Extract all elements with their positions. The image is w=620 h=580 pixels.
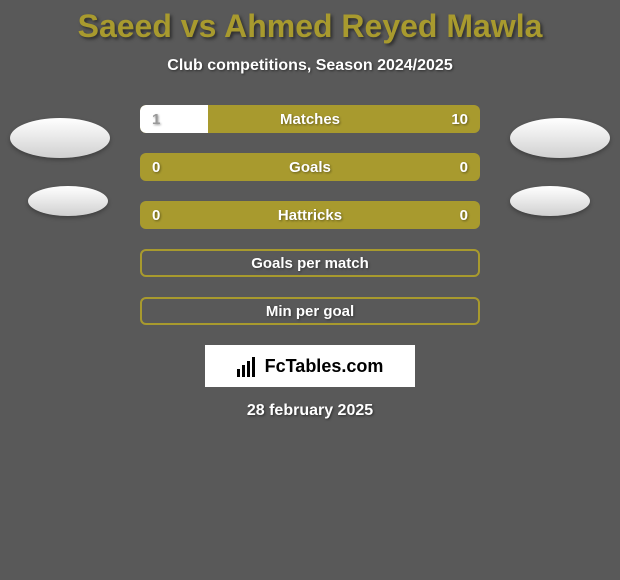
stat-bar: 1Matches10 (140, 105, 480, 133)
stat-label: Hattricks (140, 207, 480, 224)
stat-value-right: 10 (451, 111, 468, 128)
main-container: Saeed vs Ahmed Reyed Mawla Club competit… (0, 0, 620, 420)
stat-label: Matches (140, 111, 480, 128)
logo-text: FcTables.com (265, 356, 384, 377)
stat-value-right: 0 (460, 159, 468, 176)
stat-label: Goals (140, 159, 480, 176)
stat-row: Goals per match (0, 249, 620, 277)
stat-row: 1Matches10 (0, 105, 620, 133)
stat-row: Min per goal (0, 297, 620, 325)
stat-bar: Goals per match (140, 249, 480, 277)
stat-label: Goals per match (142, 255, 478, 272)
stat-row: 0Hattricks0 (0, 201, 620, 229)
date-text: 28 february 2025 (0, 402, 620, 420)
stat-value-right: 0 (460, 207, 468, 224)
stat-bar: 0Goals0 (140, 153, 480, 181)
fctables-chart-icon (237, 355, 259, 377)
subtitle: Club competitions, Season 2024/2025 (0, 57, 620, 75)
stat-label: Min per goal (142, 303, 478, 320)
stat-row: 0Goals0 (0, 153, 620, 181)
stat-bar: Min per goal (140, 297, 480, 325)
stat-bar: 0Hattricks0 (140, 201, 480, 229)
page-title: Saeed vs Ahmed Reyed Mawla (0, 8, 620, 45)
logo-box[interactable]: FcTables.com (205, 345, 415, 387)
